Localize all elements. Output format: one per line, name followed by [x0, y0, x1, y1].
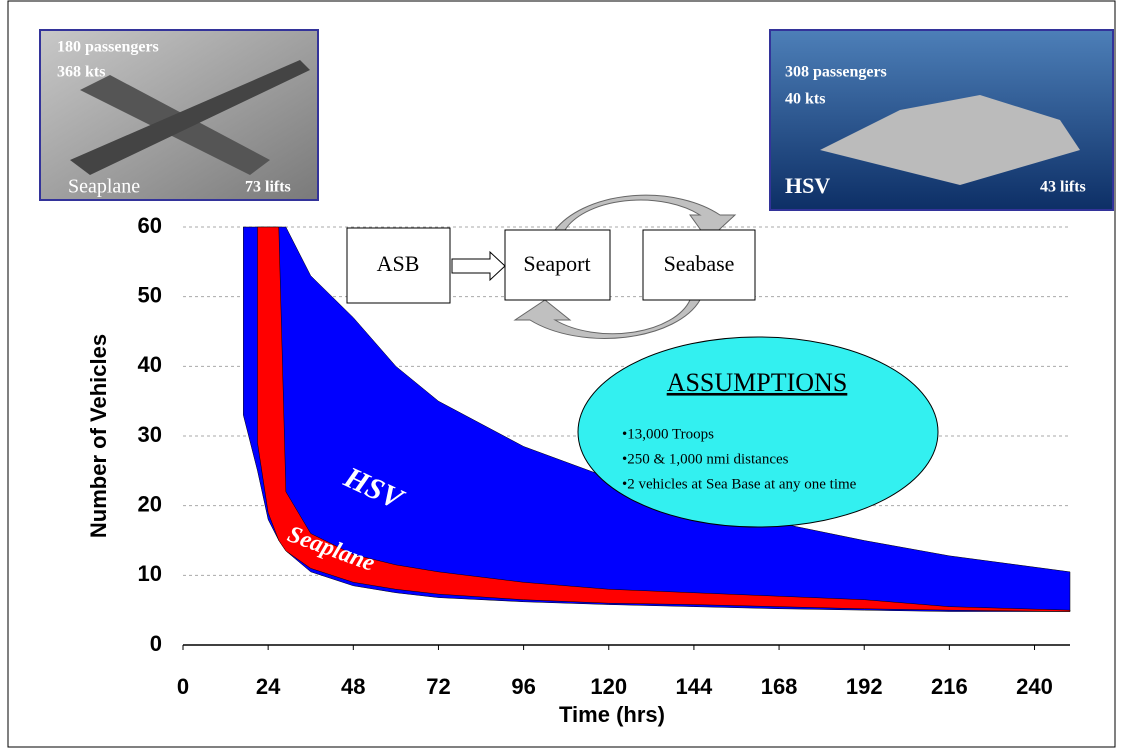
y-tick-label: 10 — [138, 561, 162, 586]
x-tick-label: 0 — [177, 674, 189, 699]
seaplane-inset: 180 passengers 368 kts Seaplane 73 lifts — [39, 29, 319, 201]
hsv-inset: 308 passengers 40 kts HSV 43 lifts — [769, 29, 1114, 211]
assumption: •250 & 1,000 nmi distances — [622, 451, 789, 467]
inset-lifts: 43 lifts — [1040, 179, 1086, 196]
inset-name: HSV — [785, 173, 830, 198]
x-tick-label: 144 — [676, 674, 713, 699]
x-tick-label: 96 — [511, 674, 535, 699]
diagram: ASB Seaport Seabase — [346, 194, 756, 339]
y-tick-label: 0 — [150, 631, 162, 656]
x-axis-title: Time (hrs) — [559, 702, 665, 727]
y-axis-title: Number of Vehicles — [86, 334, 111, 538]
x-tick-label: 120 — [590, 674, 627, 699]
x-tick-label: 168 — [761, 674, 798, 699]
inset-text: 368 kts — [57, 64, 105, 81]
x-tick-label: 48 — [341, 674, 365, 699]
x-tick-label: 240 — [1016, 674, 1053, 699]
assumption: •13,000 Troops — [622, 426, 714, 442]
x-tick-label: 216 — [931, 674, 968, 699]
x-tick-label: 192 — [846, 674, 883, 699]
inset-lifts: 73 lifts — [245, 179, 291, 196]
y-tick-label: 60 — [138, 213, 162, 238]
inset-text: 180 passengers — [57, 39, 159, 56]
node-label: ASB — [377, 251, 420, 276]
assumptions: ASSUMPTIONS •13,000 Troops •250 & 1,000 … — [577, 336, 939, 528]
x-tick-label: 24 — [256, 674, 281, 699]
y-tick-label: 30 — [138, 422, 162, 447]
frame — [7, 0, 1116, 748]
x-tick-label: 72 — [426, 674, 450, 699]
band — [257, 226, 1071, 612]
assumption: •2 vehicles at Sea Base at any one time — [622, 476, 857, 492]
assumptions-title: ASSUMPTIONS — [667, 368, 848, 397]
y-tick-label: 20 — [138, 491, 162, 516]
inset-text: 308 passengers — [785, 64, 887, 81]
node-label: Seaport — [523, 251, 590, 276]
inset-name: Seaplane — [68, 176, 140, 198]
inset-text: 40 kts — [785, 91, 825, 108]
y-tick-label: 50 — [138, 282, 162, 307]
y-tick-label: 40 — [138, 352, 162, 377]
node-label: Seabase — [664, 251, 735, 276]
